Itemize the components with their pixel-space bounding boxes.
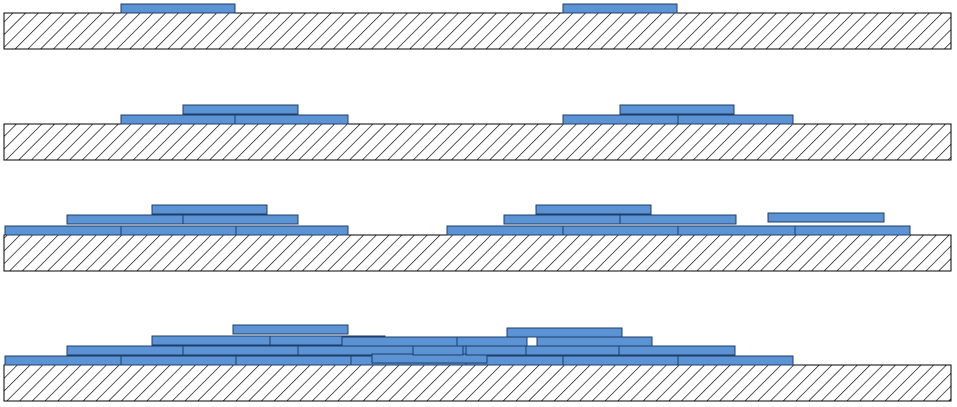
flake: [182, 104, 299, 115]
flake: [619, 104, 735, 115]
flake: [562, 3, 678, 14]
flake: [66, 345, 184, 356]
flake: [506, 327, 623, 338]
flake: [151, 335, 271, 346]
flake: [232, 324, 349, 335]
stage-1: [3, 3, 952, 50]
flake: [562, 355, 679, 366]
flake: [120, 225, 237, 236]
flake: [677, 355, 794, 366]
flake: [120, 114, 236, 125]
flake: [4, 355, 122, 366]
flake: [235, 355, 352, 366]
flake: [619, 214, 737, 225]
flakes-stage-1: [120, 3, 678, 14]
flake: [536, 336, 653, 347]
substrate-2: [3, 123, 952, 161]
flake: [618, 345, 736, 356]
flake: [535, 204, 652, 215]
flake: [677, 225, 796, 236]
flake: [503, 214, 621, 225]
flakes-stage-4: [4, 324, 794, 366]
flake: [234, 114, 349, 125]
flake: [412, 345, 464, 356]
flake: [182, 214, 299, 225]
flakes-stage-3: [4, 204, 911, 236]
stage-3: [3, 204, 952, 272]
substrate-4: [3, 364, 952, 402]
flake: [456, 336, 528, 347]
flakes-stage-2: [120, 104, 794, 125]
flake: [182, 345, 299, 356]
flake: [767, 212, 885, 223]
flake: [341, 336, 458, 347]
flake: [562, 225, 679, 236]
flake: [465, 345, 527, 356]
substrate-1: [3, 12, 952, 50]
flake: [4, 225, 122, 236]
flake: [66, 214, 184, 225]
flake: [120, 3, 236, 14]
flake: [446, 225, 564, 236]
stage-4: [3, 324, 952, 402]
flake: [525, 345, 620, 356]
stage-2: [3, 104, 952, 161]
flake: [794, 225, 911, 236]
flake: [120, 355, 237, 366]
substrate-3: [3, 234, 952, 272]
flake: [562, 114, 679, 125]
flake: [151, 204, 268, 215]
flake: [677, 114, 794, 125]
flake: [235, 225, 349, 236]
